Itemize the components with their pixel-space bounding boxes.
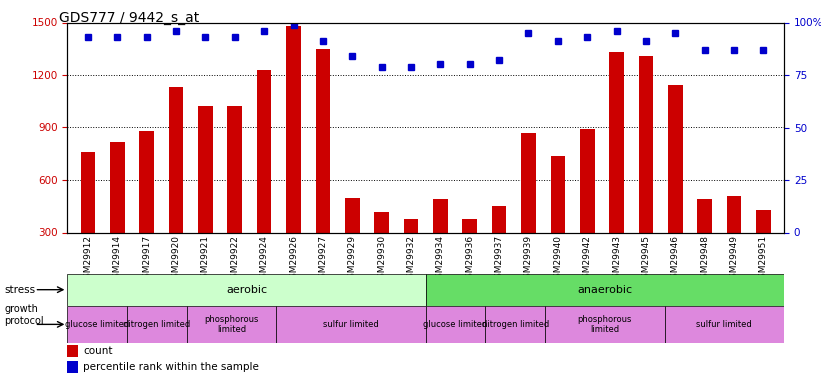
Bar bbox=[127, 306, 187, 343]
Bar bbox=[110, 141, 125, 285]
Bar bbox=[140, 131, 154, 285]
Text: GSM29942: GSM29942 bbox=[583, 235, 592, 284]
Bar bbox=[67, 345, 78, 357]
Text: GSM29930: GSM29930 bbox=[377, 235, 386, 284]
Text: GSM29926: GSM29926 bbox=[289, 235, 298, 284]
Text: GSM29940: GSM29940 bbox=[553, 235, 562, 284]
Bar bbox=[756, 210, 771, 285]
Text: GSM29917: GSM29917 bbox=[142, 235, 151, 284]
Bar bbox=[433, 199, 447, 285]
Bar bbox=[462, 219, 477, 285]
Text: GSM29914: GSM29914 bbox=[112, 235, 122, 284]
Bar bbox=[727, 196, 741, 285]
Bar bbox=[257, 70, 272, 285]
Bar bbox=[67, 274, 425, 306]
Text: aerobic: aerobic bbox=[226, 285, 267, 295]
Text: GSM29937: GSM29937 bbox=[494, 235, 503, 284]
Text: GSM29946: GSM29946 bbox=[671, 235, 680, 284]
Text: GSM29951: GSM29951 bbox=[759, 235, 768, 284]
Text: GSM29912: GSM29912 bbox=[84, 235, 93, 284]
Text: GSM29936: GSM29936 bbox=[466, 235, 475, 284]
Text: glucose limited: glucose limited bbox=[424, 320, 488, 329]
Text: growth
protocol: growth protocol bbox=[4, 304, 44, 326]
Bar bbox=[287, 26, 300, 285]
Text: nitrogen limited: nitrogen limited bbox=[482, 320, 549, 329]
Text: phosphorous
limited: phosphorous limited bbox=[204, 315, 259, 334]
Bar bbox=[668, 86, 683, 285]
Bar bbox=[545, 306, 665, 343]
Text: phosphorous
limited: phosphorous limited bbox=[578, 315, 632, 334]
Text: GSM29921: GSM29921 bbox=[201, 235, 210, 284]
Text: GSM29949: GSM29949 bbox=[730, 235, 739, 284]
Text: GSM29927: GSM29927 bbox=[319, 235, 328, 284]
Bar bbox=[315, 49, 330, 285]
Text: GSM29922: GSM29922 bbox=[230, 235, 239, 284]
Bar bbox=[404, 219, 419, 285]
Text: GSM29924: GSM29924 bbox=[259, 235, 268, 284]
Text: GSM29929: GSM29929 bbox=[348, 235, 357, 284]
Bar bbox=[665, 306, 784, 343]
Bar bbox=[425, 274, 784, 306]
Bar bbox=[168, 87, 183, 285]
Bar bbox=[80, 152, 95, 285]
Text: GSM29932: GSM29932 bbox=[406, 235, 415, 284]
Bar bbox=[198, 106, 213, 285]
Text: GSM29939: GSM29939 bbox=[524, 235, 533, 284]
Bar bbox=[227, 106, 242, 285]
Text: count: count bbox=[83, 346, 112, 356]
Text: GSM29948: GSM29948 bbox=[700, 235, 709, 284]
Text: stress: stress bbox=[4, 285, 35, 295]
Text: anaerobic: anaerobic bbox=[577, 285, 632, 295]
Text: GDS777 / 9442_s_at: GDS777 / 9442_s_at bbox=[59, 11, 200, 25]
Bar bbox=[551, 156, 565, 285]
Text: GSM29934: GSM29934 bbox=[436, 235, 445, 284]
Text: nitrogen limited: nitrogen limited bbox=[123, 320, 190, 329]
Text: glucose limited: glucose limited bbox=[65, 320, 130, 329]
Text: GSM29945: GSM29945 bbox=[641, 235, 650, 284]
Bar bbox=[187, 306, 277, 343]
Bar bbox=[580, 129, 594, 285]
Text: percentile rank within the sample: percentile rank within the sample bbox=[83, 362, 259, 372]
Bar bbox=[67, 306, 127, 343]
Bar bbox=[345, 198, 360, 285]
Bar bbox=[639, 56, 654, 285]
Bar bbox=[521, 133, 536, 285]
Text: GSM29943: GSM29943 bbox=[612, 235, 621, 284]
Bar bbox=[609, 52, 624, 285]
Text: sulfur limited: sulfur limited bbox=[696, 320, 752, 329]
Bar bbox=[374, 211, 389, 285]
Bar bbox=[492, 206, 507, 285]
Text: GSM29920: GSM29920 bbox=[172, 235, 181, 284]
Bar bbox=[67, 361, 78, 374]
Bar bbox=[697, 199, 712, 285]
Bar bbox=[277, 306, 425, 343]
Text: sulfur limited: sulfur limited bbox=[323, 320, 379, 329]
Bar bbox=[425, 306, 485, 343]
Bar bbox=[485, 306, 545, 343]
